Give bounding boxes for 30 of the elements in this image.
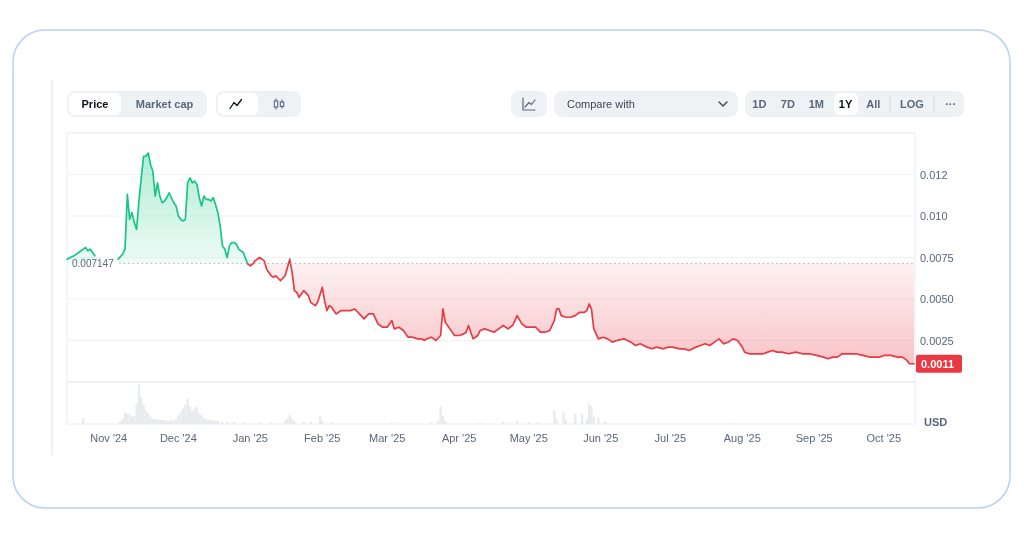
text: 1Y — [838, 98, 853, 111]
text: ··· — [945, 98, 957, 111]
x-tick-label: Sep '25 — [795, 432, 833, 444]
text: 1M — [808, 98, 825, 111]
text: Compare with — [567, 98, 635, 111]
ref-line-label: 0.007147 — [72, 257, 115, 269]
y-tick-label: 0.0025 — [920, 334, 954, 347]
x-tick-label: Feb '25 — [304, 432, 341, 444]
y-axis-title: USD — [924, 416, 948, 428]
y-tick-label: 0.012 — [920, 168, 948, 181]
x-tick-label: May '25 — [509, 432, 548, 444]
y-tick-label: 0.010 — [920, 210, 948, 222]
x-tick-label: Jun '25 — [583, 432, 619, 444]
x-tick-label: Apr '25 — [441, 432, 477, 444]
text: Price — [81, 98, 109, 111]
text: LOG — [900, 98, 924, 111]
annotation: 0.0011 — [921, 357, 955, 370]
y-tick-label: 0.0075 — [920, 251, 954, 264]
x-tick-label: Aug '25 — [723, 432, 761, 444]
x-tick-label: Jan '25 — [232, 432, 268, 444]
x-tick-label: Oct '25 — [866, 432, 902, 444]
text: All — [866, 98, 881, 111]
text: 1D — [752, 98, 767, 111]
x-tick-label: Jul '25 — [654, 432, 687, 444]
text: 7D — [780, 98, 795, 111]
x-tick-label: Dec '24 — [159, 432, 197, 444]
x-tick-label: Mar '25 — [369, 432, 406, 444]
y-tick-label: 0.0050 — [920, 293, 954, 305]
text: Market cap — [135, 98, 194, 111]
x-tick-label: Nov '24 — [90, 432, 128, 444]
